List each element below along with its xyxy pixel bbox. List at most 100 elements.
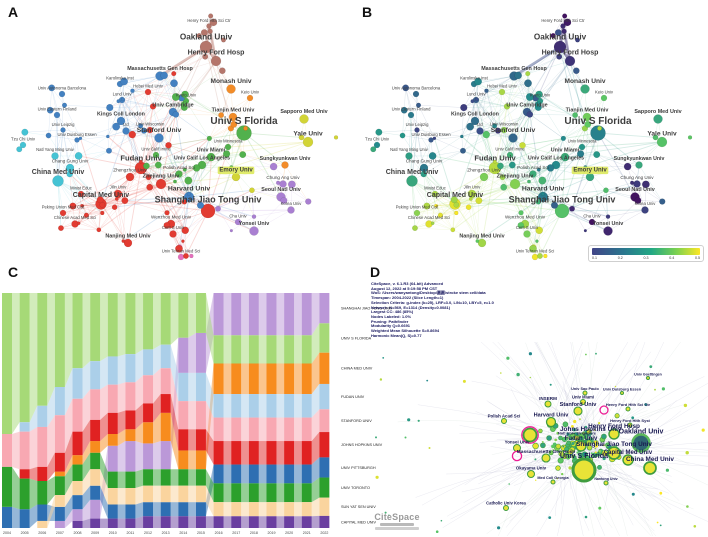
alluvial-ribbon <box>153 344 161 376</box>
institution-node <box>74 152 83 160</box>
network-edge <box>405 87 419 106</box>
alluvial-bar <box>301 483 312 503</box>
network-edge <box>69 150 110 169</box>
alluvial-ribbon <box>241 516 249 528</box>
institution-node <box>215 205 221 212</box>
institution-label: Fudan Univ <box>565 436 598 442</box>
alluvial-bar <box>213 394 224 418</box>
alluvial-bar <box>231 464 242 484</box>
alluvial-bar <box>195 516 206 528</box>
network-edge <box>132 75 161 91</box>
institution-node <box>499 174 506 181</box>
colorbar-tick: 0.2 <box>617 256 623 260</box>
alluvial-ribbon <box>64 431 73 472</box>
year-axis-label: 2004 <box>3 531 11 535</box>
institution-label: Capital Med Univ <box>604 450 653 456</box>
institution-node <box>603 480 609 486</box>
network-edge <box>538 107 576 116</box>
network-edge <box>527 60 571 74</box>
alluvial-bar <box>319 383 330 410</box>
institution-node <box>556 53 563 60</box>
institution-node <box>414 127 420 133</box>
institution-node <box>634 197 642 204</box>
institution-node <box>537 191 549 203</box>
network-edge <box>423 173 456 205</box>
network-edge <box>132 90 145 131</box>
alluvial-bar <box>107 412 118 434</box>
network-edge <box>418 104 464 108</box>
network-edge <box>147 91 185 105</box>
network-edge <box>411 129 418 182</box>
institution-node <box>181 226 189 235</box>
network-edge <box>591 190 607 223</box>
network-edge <box>486 75 515 91</box>
alluvial-bar <box>231 483 242 503</box>
institution-node <box>152 151 160 159</box>
institution-node <box>169 230 177 238</box>
citespace-logo-text: CiteSpace <box>374 512 420 522</box>
network-edge <box>410 114 413 182</box>
network-edge <box>597 132 656 138</box>
network-edge <box>434 193 471 200</box>
institution-node <box>465 204 472 211</box>
network-edge <box>502 177 522 213</box>
alluvial-bar <box>195 485 206 503</box>
alluvial-bar <box>195 332 206 373</box>
institution-node <box>370 146 377 153</box>
institution-node <box>522 427 538 443</box>
institution-node <box>641 206 649 214</box>
institution-node <box>202 53 209 60</box>
network-edge <box>243 132 302 138</box>
network-edge <box>558 32 578 41</box>
network-edge <box>160 183 172 225</box>
institution-node <box>209 18 218 27</box>
network-edge <box>503 164 513 188</box>
institution-node <box>506 356 510 360</box>
alluvial-bar <box>231 516 242 528</box>
network-edge <box>175 46 207 115</box>
alluvial-bar <box>143 403 154 423</box>
network-edge <box>463 107 499 131</box>
institution-node <box>535 90 543 99</box>
institution-label: Seoul Natl Univ <box>261 187 301 193</box>
network-edge <box>506 106 539 108</box>
network-edge <box>529 114 576 116</box>
network-edge <box>506 106 523 146</box>
institution-node <box>549 383 552 386</box>
alluvial-bar <box>213 363 224 395</box>
alluvial-bar <box>178 516 189 528</box>
institution-label: Kyoto Univ <box>176 93 197 98</box>
network-edge <box>461 136 496 169</box>
institution-label: Univ Minnesota <box>214 139 244 144</box>
institution-label: Polish Acad Sci <box>488 413 521 418</box>
network-edge <box>116 187 150 200</box>
network-edge <box>166 212 180 248</box>
institution-node <box>528 352 533 356</box>
institution-node <box>571 441 575 446</box>
network-edge <box>215 60 232 129</box>
network-edge <box>140 167 168 213</box>
institution-label: Univ Leipzig <box>406 122 429 127</box>
network-edge <box>86 206 115 216</box>
network-edge <box>434 193 457 214</box>
institution-node <box>572 67 580 75</box>
network-edge <box>116 198 129 244</box>
colorbar-tick: 0.3 <box>643 256 649 260</box>
institution-node <box>182 167 187 172</box>
institution-label: Oakland Univ <box>180 33 233 42</box>
institution-node <box>576 451 579 454</box>
panel-label-b: B <box>362 4 373 20</box>
network-edge <box>462 150 496 169</box>
institution-node <box>693 525 697 528</box>
network-edge <box>430 136 462 141</box>
network-edge <box>520 180 543 213</box>
network-edge <box>501 73 528 93</box>
network-edge <box>237 190 253 223</box>
network-edge <box>184 169 201 206</box>
alluvial-bar <box>178 469 189 486</box>
network-edge <box>506 75 515 107</box>
institution-node <box>492 159 497 164</box>
alluvial-ribbon <box>135 485 144 505</box>
network-edge <box>140 156 212 169</box>
alluvial-ribbon <box>223 483 232 503</box>
